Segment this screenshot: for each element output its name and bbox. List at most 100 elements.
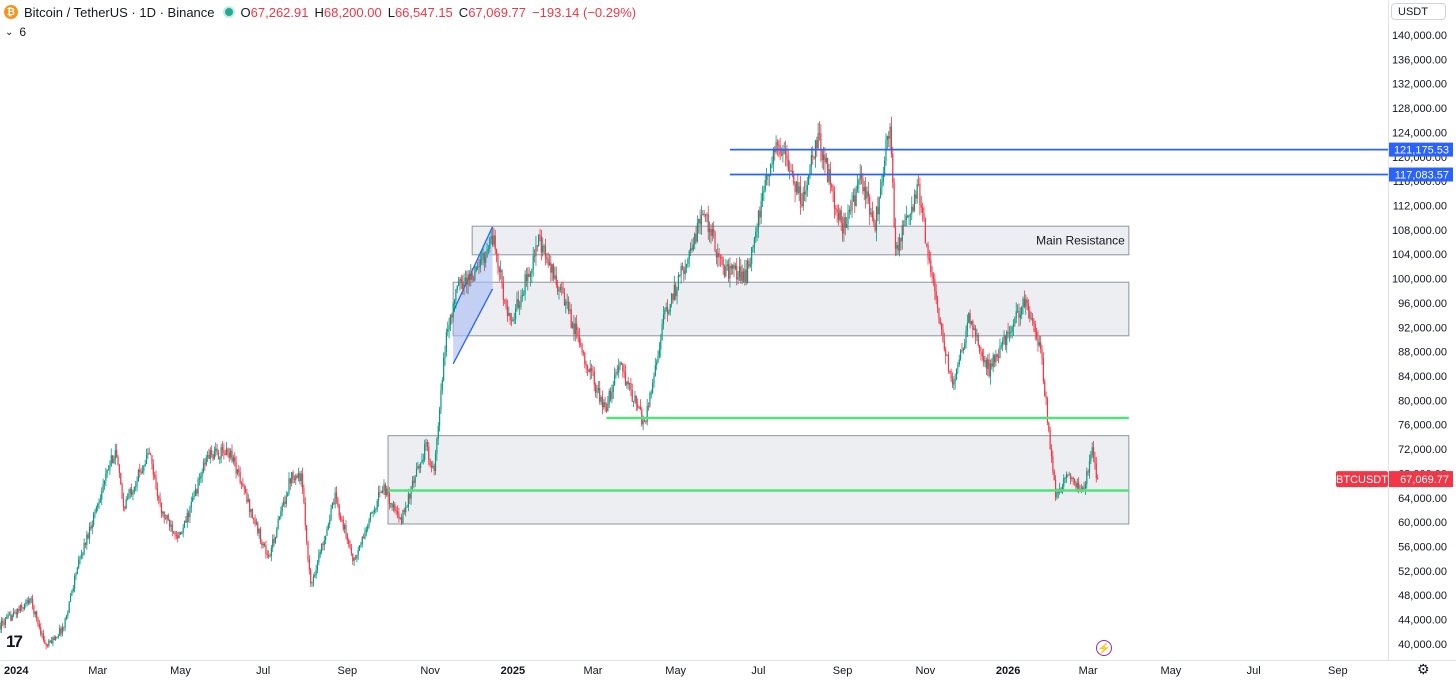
candle-body xyxy=(806,184,808,191)
candle-body xyxy=(429,459,431,466)
candle xyxy=(268,550,270,559)
candle xyxy=(236,468,239,476)
candle xyxy=(699,209,701,235)
candle-body xyxy=(717,253,719,258)
candle xyxy=(307,540,309,563)
candle-body xyxy=(974,328,977,337)
candle-body xyxy=(227,448,229,453)
candle xyxy=(509,312,511,325)
candle xyxy=(643,418,646,423)
candle-body xyxy=(860,174,863,179)
candle-body xyxy=(90,526,92,529)
candle-body xyxy=(954,379,956,382)
candle xyxy=(544,238,547,266)
candle-body xyxy=(778,144,780,146)
candle-body xyxy=(738,266,741,278)
candle-body xyxy=(185,520,187,523)
candle-body xyxy=(63,627,65,629)
candle-body xyxy=(1008,333,1011,334)
candle xyxy=(1084,481,1087,495)
candle-body xyxy=(552,264,555,279)
candle xyxy=(338,503,340,520)
candle-body xyxy=(1011,326,1013,332)
price-tick-label: 128,000.00 xyxy=(1392,103,1447,115)
currency-button[interactable]: USDT xyxy=(1391,3,1446,20)
candle-body xyxy=(831,184,833,188)
candle-body xyxy=(206,454,209,458)
candle xyxy=(319,549,321,559)
candle xyxy=(638,406,640,409)
symbol-tag xyxy=(1336,471,1388,488)
candle xyxy=(839,207,841,222)
candle-body xyxy=(411,480,414,487)
tradingview-logo-icon[interactable]: 17 xyxy=(6,632,23,651)
candle-body xyxy=(835,208,837,210)
candle xyxy=(143,464,145,475)
candle xyxy=(1000,342,1002,350)
candle xyxy=(19,604,21,614)
indicators-toggle[interactable]: ⌄ 6 xyxy=(5,25,26,39)
candle xyxy=(590,363,593,379)
candle-body xyxy=(133,486,135,493)
candle-body xyxy=(198,478,201,480)
candle-body xyxy=(1044,381,1046,396)
candle xyxy=(171,520,173,537)
candle xyxy=(698,218,700,234)
candle xyxy=(117,455,119,466)
candle-body xyxy=(444,352,446,358)
candle xyxy=(114,443,116,465)
candle-body xyxy=(1035,331,1038,339)
candle xyxy=(987,354,989,377)
candle xyxy=(808,174,810,185)
symbol-title[interactable]: Bitcoin / TetherUS · 1D · Binance xyxy=(24,4,215,20)
candle-body xyxy=(836,208,838,213)
candle xyxy=(1045,391,1047,406)
candle xyxy=(238,464,240,477)
candle xyxy=(65,614,68,621)
candle-body xyxy=(603,402,605,408)
candle xyxy=(310,567,312,587)
candle xyxy=(703,209,705,218)
lightning-icon[interactable]: ⚡ xyxy=(1096,640,1112,656)
candle xyxy=(353,557,355,566)
candle xyxy=(60,626,62,638)
candle-body xyxy=(390,503,392,505)
candle xyxy=(767,173,769,186)
candle-body xyxy=(151,455,153,465)
candle-body xyxy=(236,469,239,474)
candle-body xyxy=(794,183,796,192)
candle-body xyxy=(911,206,913,214)
candle xyxy=(577,327,579,342)
candle xyxy=(198,473,201,486)
candle-body xyxy=(909,213,912,215)
candle-body xyxy=(3,622,5,625)
market-status-icon[interactable] xyxy=(224,8,233,16)
candle xyxy=(962,347,964,355)
gear-icon[interactable]: ⚙ xyxy=(1417,661,1430,677)
candle-body xyxy=(74,576,76,589)
candle xyxy=(529,270,532,287)
candle-body xyxy=(163,511,165,519)
candle xyxy=(991,358,993,370)
candle xyxy=(821,149,823,169)
candle-body xyxy=(140,471,142,474)
candle xyxy=(293,475,296,484)
candle-body xyxy=(668,311,670,314)
candle-body xyxy=(529,273,532,277)
candle xyxy=(633,400,635,408)
candle xyxy=(592,365,594,377)
candle-body xyxy=(741,271,743,281)
candle xyxy=(311,581,313,587)
candle xyxy=(330,504,332,522)
candle xyxy=(410,485,412,505)
candle-body xyxy=(251,508,253,519)
candle xyxy=(628,382,631,391)
candle-body xyxy=(742,271,745,282)
candle-body xyxy=(931,272,933,276)
candle-body xyxy=(456,286,458,290)
candle-body xyxy=(472,279,475,281)
candle xyxy=(48,638,50,648)
candle xyxy=(346,532,348,544)
candle xyxy=(654,357,656,377)
